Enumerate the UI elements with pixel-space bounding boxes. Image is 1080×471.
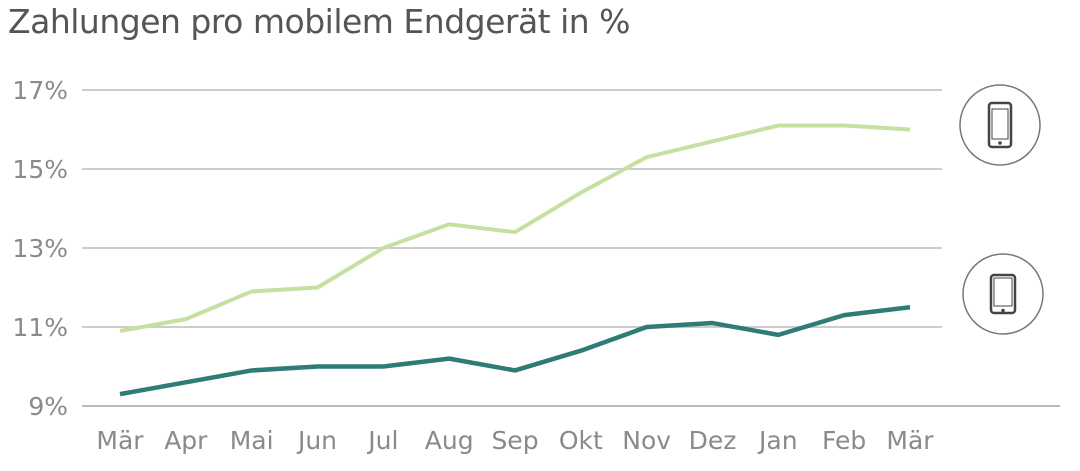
tablet-icon-circle <box>962 253 1044 335</box>
x-tick-label: Nov <box>622 426 671 455</box>
smartphone-icon <box>987 101 1013 149</box>
x-tick-label: Aug <box>425 426 474 455</box>
y-tick-label: 15% <box>12 155 68 184</box>
x-tick-label: Mär <box>96 426 144 455</box>
tablet-icon <box>989 273 1017 315</box>
x-tick-label: Jan <box>757 426 798 455</box>
series-line-smartphone <box>119 123 911 333</box>
y-tick-label: 11% <box>12 313 68 342</box>
x-tick-label: Sep <box>491 426 538 455</box>
x-tick-label: Jun <box>296 426 337 455</box>
x-tick-label: Mai <box>230 426 274 455</box>
chart-title: Zahlungen pro mobilem Endgerät in % <box>8 2 631 41</box>
y-tick-label: 13% <box>12 234 68 263</box>
x-tick-label: Dez <box>689 426 737 455</box>
series-line-tablet <box>119 305 911 397</box>
x-tick-label: Apr <box>164 426 208 455</box>
x-tick-label: Feb <box>822 426 866 455</box>
x-tick-label: Mär <box>886 426 934 455</box>
y-tick-label: 17% <box>12 76 68 105</box>
smartphone-icon-circle <box>959 84 1041 166</box>
x-tick-label: Okt <box>559 426 603 455</box>
x-tick-label: Jul <box>366 426 398 455</box>
y-tick-label: 9% <box>28 392 68 421</box>
